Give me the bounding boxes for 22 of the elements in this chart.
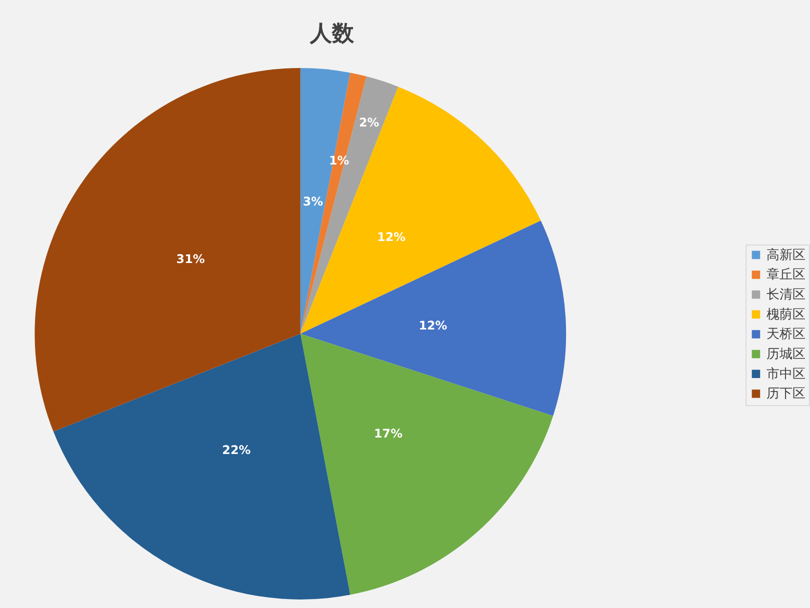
legend-label: 天桥区 bbox=[766, 327, 806, 342]
pie-slice bbox=[300, 86, 541, 334]
pie-slice bbox=[300, 68, 350, 334]
legend-label: 市中区 bbox=[766, 366, 806, 382]
legend-label: 历下区 bbox=[766, 386, 806, 402]
legend-label: 章丘区 bbox=[766, 268, 806, 283]
data-label: 12% bbox=[377, 230, 406, 244]
data-label: 3% bbox=[302, 194, 324, 208]
pie-slice bbox=[300, 334, 554, 595]
data-label: 2% bbox=[358, 116, 380, 130]
data-label: 17% bbox=[374, 426, 403, 440]
data-label: 31% bbox=[176, 252, 205, 266]
chart-title: 人数 bbox=[309, 21, 356, 46]
pie-slice bbox=[300, 220, 566, 416]
legend-label: 槐荫区 bbox=[766, 307, 806, 322]
legend-label: 历城区 bbox=[766, 347, 806, 362]
pie-slice bbox=[53, 334, 350, 599]
legend-label: 高新区 bbox=[766, 246, 806, 263]
data-label: 12% bbox=[418, 318, 448, 332]
pie-slice bbox=[34, 68, 300, 432]
data-label: 22% bbox=[222, 443, 251, 458]
legend-label: 长清区 bbox=[766, 288, 806, 303]
